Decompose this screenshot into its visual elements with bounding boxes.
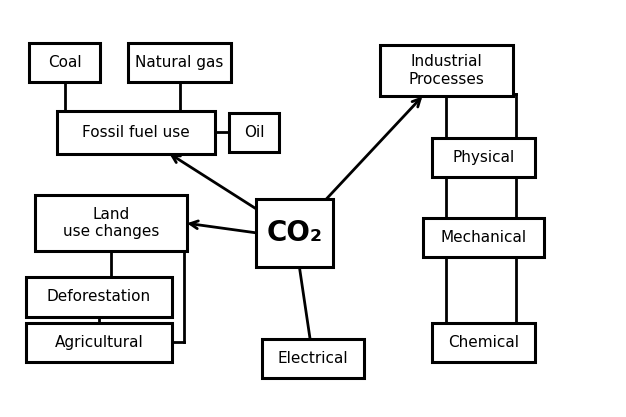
Text: Mechanical: Mechanical [441, 230, 526, 245]
FancyBboxPatch shape [128, 43, 231, 82]
FancyBboxPatch shape [26, 277, 172, 317]
Text: Oil: Oil [244, 125, 264, 140]
FancyBboxPatch shape [433, 138, 535, 177]
Text: Agricultural: Agricultural [54, 335, 143, 350]
FancyBboxPatch shape [255, 199, 333, 267]
Text: Land
use changes: Land use changes [63, 207, 160, 239]
FancyBboxPatch shape [57, 111, 215, 154]
FancyBboxPatch shape [35, 195, 187, 251]
Text: Chemical: Chemical [448, 335, 519, 350]
Text: Industrial
Processes: Industrial Processes [408, 55, 485, 87]
FancyBboxPatch shape [229, 113, 279, 152]
Text: Physical: Physical [453, 150, 515, 165]
FancyBboxPatch shape [29, 43, 101, 82]
Text: Natural gas: Natural gas [135, 55, 223, 70]
FancyBboxPatch shape [423, 218, 544, 257]
FancyBboxPatch shape [26, 323, 172, 362]
FancyBboxPatch shape [380, 45, 513, 96]
Text: Fossil fuel use: Fossil fuel use [82, 125, 190, 140]
Text: Coal: Coal [48, 55, 81, 70]
FancyBboxPatch shape [262, 339, 364, 378]
Text: Electrical: Electrical [278, 351, 348, 366]
FancyBboxPatch shape [433, 323, 535, 362]
Text: CO₂: CO₂ [267, 219, 322, 247]
Text: Deforestation: Deforestation [47, 289, 151, 304]
